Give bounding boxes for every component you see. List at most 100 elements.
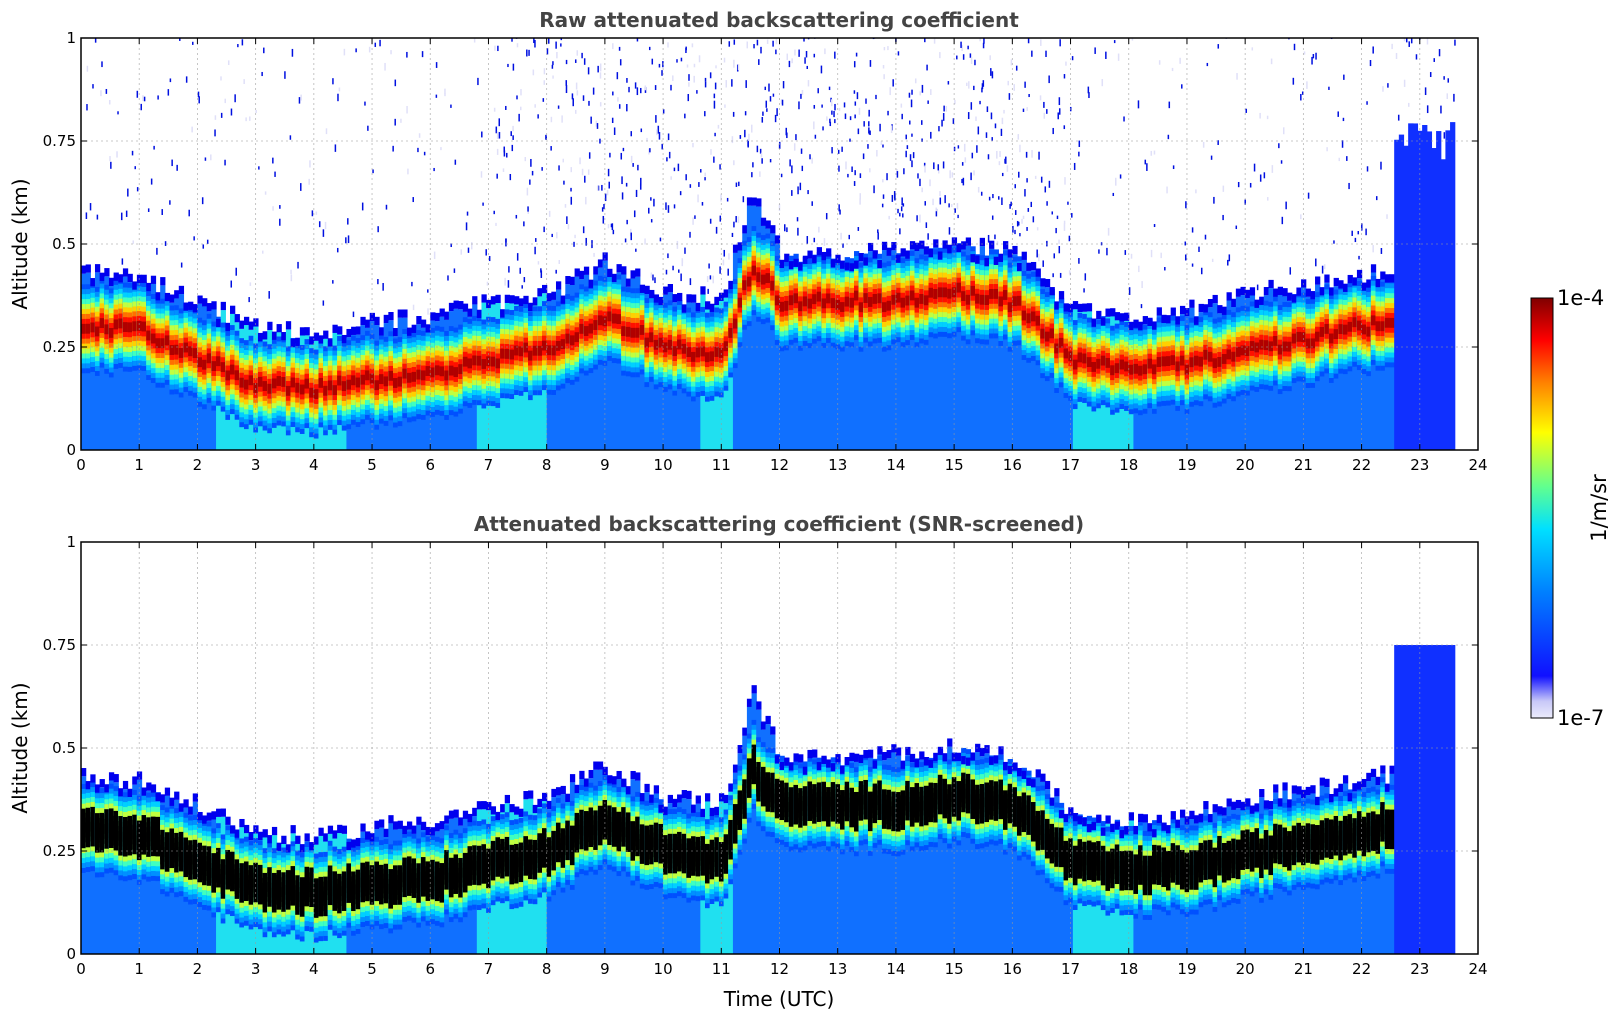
noise-speck: [1306, 81, 1308, 89]
noise-speck: [900, 206, 903, 212]
noise-speck: [883, 46, 886, 51]
heatmap-cap: [984, 258, 990, 267]
noise-speck: [890, 125, 893, 134]
noise-speck: [565, 59, 568, 65]
heatmap-cap: [164, 787, 171, 796]
noise-speck: [224, 159, 226, 166]
noise-speck: [1410, 38, 1413, 44]
heatmap-cap: [1324, 274, 1330, 283]
noise-speck: [751, 172, 753, 178]
noise-speck: [1058, 246, 1061, 254]
heatmap-band: [136, 320, 143, 331]
heatmap-cap: [1049, 287, 1055, 296]
heatmap-band: [947, 288, 953, 299]
noise-speck: [1315, 52, 1317, 60]
heatmap-band: [188, 346, 194, 357]
noise-speck: [625, 182, 628, 187]
heatmap-cap: [1198, 303, 1204, 313]
heatmap-cap: [1356, 269, 1363, 279]
noise-speck: [110, 161, 112, 169]
heatmap-cap: [1077, 303, 1083, 313]
heatmap-band: [788, 295, 795, 306]
noise-speck: [899, 212, 901, 217]
heatmap-band: [285, 884, 292, 895]
noise-speck: [921, 84, 924, 93]
noise-speck: [322, 229, 325, 237]
noise-speck: [979, 38, 981, 42]
noise-speck: [855, 52, 858, 57]
noise-speck: [592, 87, 595, 95]
heatmap-column: [1403, 145, 1409, 450]
heatmap-band: [718, 347, 725, 358]
heatmap-cap: [1296, 287, 1302, 296]
noise-speck: [1140, 304, 1143, 309]
noise-speck: [1204, 234, 1207, 240]
noise-speck: [498, 118, 501, 127]
heatmap-cap: [234, 314, 240, 323]
noise-speck: [640, 128, 643, 133]
noise-speck: [179, 38, 181, 41]
noise-speck: [563, 180, 565, 185]
noise-speck: [1237, 181, 1240, 188]
noise-speck: [1046, 109, 1048, 114]
noise-speck: [143, 96, 146, 102]
noise-speck: [495, 222, 497, 226]
heatmap-band: [1091, 361, 1097, 372]
noise-speck: [648, 46, 651, 51]
heatmap-cap: [183, 799, 189, 808]
noise-speck: [480, 171, 483, 178]
noise-speck: [924, 165, 926, 173]
noise-speck: [992, 194, 994, 199]
heatmap-cap: [621, 266, 627, 275]
heatmap-band: [318, 891, 324, 902]
heatmap-cap: [313, 836, 320, 845]
heatmap-column: [965, 245, 972, 450]
noise-speck: [970, 102, 973, 110]
heatmap-band: [225, 864, 231, 875]
heatmap-band: [625, 326, 632, 337]
heatmap-cap: [867, 242, 874, 252]
heatmap-band: [1016, 295, 1023, 306]
heatmap-band: [141, 829, 147, 840]
heatmap-band: [150, 333, 157, 344]
noise-speck: [887, 46, 889, 51]
noise-speck: [1006, 165, 1009, 172]
heatmap-band: [565, 333, 571, 344]
noise-speck: [764, 86, 766, 91]
noise-speck: [374, 42, 377, 47]
noise-speck: [255, 109, 257, 114]
noise-speck: [481, 131, 483, 138]
noise-speck: [1040, 39, 1042, 46]
noise-speck: [100, 90, 102, 97]
noise-speck: [1267, 197, 1269, 201]
noise-speck: [1293, 43, 1296, 51]
heatmap-cap: [1235, 288, 1242, 297]
noise-speck: [1063, 223, 1066, 231]
noise-speck: [220, 76, 222, 81]
heatmap-band: [327, 380, 334, 391]
noise-speck: [599, 102, 602, 107]
heatmap-band: [593, 320, 599, 330]
noise-speck: [794, 49, 796, 56]
noise-speck: [828, 86, 831, 91]
noise-speck: [400, 118, 402, 123]
noise-speck: [766, 108, 768, 112]
heatmap-cap: [500, 309, 506, 318]
heatmap-cap: [425, 324, 431, 333]
heatmap-cap: [453, 300, 459, 309]
noise-speck: [1010, 201, 1012, 207]
heatmap-band: [742, 280, 748, 291]
noise-speck: [1253, 163, 1256, 172]
noise-speck: [1420, 21, 1422, 24]
noise-speck: [807, 190, 809, 195]
heatmap-cap: [1058, 291, 1065, 300]
heatmap-cap: [346, 841, 352, 851]
heatmap-cap: [840, 260, 846, 269]
noise-speck: [818, 226, 820, 233]
heatmap-cap: [528, 302, 534, 312]
noise-speck: [831, 147, 833, 154]
heatmap-band: [560, 339, 566, 350]
heatmap-band: [979, 294, 985, 305]
noise-speck: [583, 58, 586, 65]
noise-speck: [1271, 165, 1274, 173]
